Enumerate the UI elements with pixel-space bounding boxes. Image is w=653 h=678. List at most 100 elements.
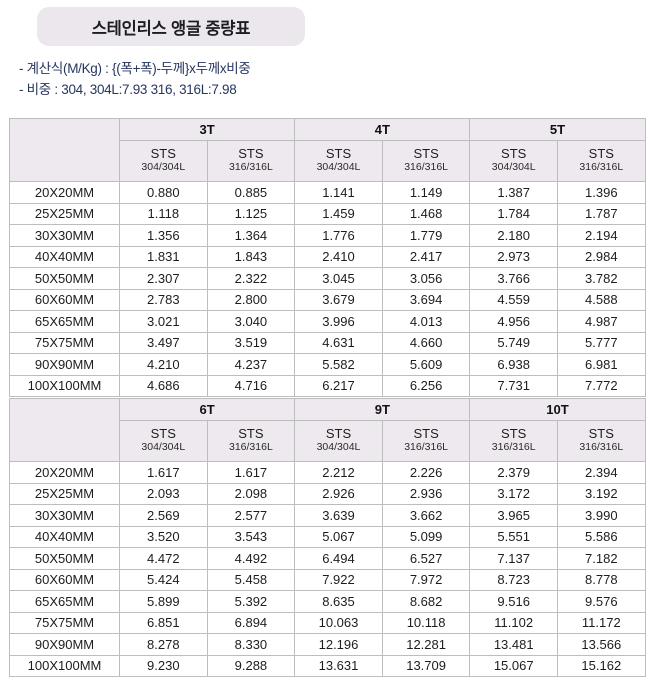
grade-col-5t-316: STS 316/316L [557, 140, 646, 182]
table-row: 100X100MM 9.230 9.288 13.631 13.709 15.067 15.… [9, 654, 646, 677]
weight-value-cell: 8.278 [119, 633, 208, 656]
weight-value-cell: 2.093 [119, 482, 208, 505]
page-title: 스테인리스 앵글 중량표 [91, 19, 251, 38]
thickness-group-10t: 10T [469, 398, 646, 421]
table-row: 30X30MM 1.356 1.364 1.776 1.779 2.180 2.194 [9, 224, 646, 247]
weight-value-cell: 2.212 [294, 461, 383, 484]
thickness-group-row: 6T 9T 10T [9, 398, 646, 462]
weight-value-cell: 5.458 [206, 568, 296, 591]
grade-col-10t-b: STS 316/316L [557, 420, 646, 462]
weight-value-cell: 2.180 [469, 224, 558, 247]
weight-value-cell: 1.468 [381, 202, 471, 225]
table-row: 20X20MM 0.880 0.885 1.141 1.149 1.387 1.396 [9, 181, 646, 204]
weight-value-cell: 3.021 [119, 310, 208, 333]
grade-main: STS [413, 426, 439, 441]
weight-value-cell: 1.784 [469, 202, 558, 225]
weight-value-cell: 7.731 [469, 374, 558, 397]
size-cell: 90X90MM [9, 633, 120, 656]
size-cell: 30X30MM [9, 504, 120, 527]
weight-value-cell: 13.709 [381, 654, 471, 677]
table-row: 90X90MM 8.278 8.330 12.196 12.281 13.481 13.56… [9, 633, 646, 656]
weight-value-cell: 2.226 [381, 461, 471, 484]
note-formula: - 계산식(M/Kg) : {(폭+폭)-두께}x두께x비중 [19, 61, 251, 76]
table-row: 100X100MM 4.686 4.716 6.217 6.256 7.731 7.772 [9, 374, 646, 397]
weight-value-cell: 10.063 [294, 611, 383, 634]
weight-value-cell: 9.288 [206, 654, 296, 677]
weight-value-cell: 6.217 [294, 374, 383, 397]
weight-value-cell: 4.237 [206, 353, 296, 376]
corner-cell [9, 398, 120, 462]
corner-cell [9, 118, 120, 182]
size-cell: 65X65MM [9, 590, 120, 613]
table-head: 3T 4T 5T STS 304/304L STS 316/316L STS [9, 118, 646, 182]
weight-value-cell: 3.662 [381, 504, 471, 527]
weight-value-cell: 5.424 [119, 568, 208, 591]
weight-value-cell: 2.783 [119, 288, 208, 311]
weight-value-cell: 1.396 [557, 181, 646, 204]
grade-sub: 316/316L [404, 161, 448, 173]
weight-value-cell: 1.387 [469, 181, 558, 204]
weight-value-cell: 4.472 [119, 547, 208, 570]
weight-value-cell: 1.364 [206, 224, 296, 247]
size-cell: 90X90MM [9, 353, 120, 376]
size-cell: 50X50MM [9, 547, 120, 570]
grade-sub: 316/316L [491, 441, 536, 453]
weight-value-cell: 4.716 [206, 374, 296, 397]
weight-value-cell: 1.149 [381, 181, 471, 204]
weight-value-cell: 4.987 [557, 310, 646, 333]
weight-value-cell: 4.686 [119, 374, 208, 397]
grade-col-3t-316: STS 316/316L [206, 140, 296, 182]
weight-value-cell: 3.639 [294, 504, 383, 527]
grade-sub: 304/304L [141, 161, 186, 173]
weight-value-cell: 7.972 [381, 568, 471, 591]
grade-sub: 316/316L [229, 441, 273, 453]
weight-value-cell: 8.778 [557, 568, 646, 591]
weight-value-cell: 13.631 [294, 654, 383, 677]
weight-value-cell: 3.694 [381, 288, 471, 311]
weight-value-cell: 2.307 [119, 267, 208, 290]
table-row: 65X65MM 5.899 5.392 8.635 8.682 9.516 9.576 [9, 590, 646, 613]
weight-value-cell: 2.322 [206, 267, 296, 290]
weight-value-cell: 2.577 [206, 504, 296, 527]
weight-value-cell: 1.459 [294, 202, 383, 225]
thickness-group-row: 3T 4T 5T [9, 118, 646, 182]
grade-main: STS [325, 146, 352, 161]
size-cell: 50X50MM [9, 267, 120, 290]
weight-value-cell: 4.631 [294, 331, 383, 354]
weight-value-cell: 5.099 [381, 525, 471, 548]
size-cell: 60X60MM [9, 568, 120, 591]
weight-value-cell: 1.787 [557, 202, 646, 225]
weight-value-cell: 2.800 [206, 288, 296, 311]
weight-value-cell: 6.256 [381, 374, 471, 397]
weight-value-cell: 4.013 [381, 310, 471, 333]
grade-sub: 304/304L [316, 161, 361, 173]
grade-col-3t-304: STS 304/304L [119, 140, 208, 182]
weight-value-cell: 9.576 [557, 590, 646, 613]
weight-value-cell: 3.172 [469, 482, 558, 505]
weight-value-cell: 3.782 [557, 267, 646, 290]
weight-value-cell: 7.182 [557, 547, 646, 570]
weight-value-cell: 2.379 [469, 461, 558, 484]
weight-value-cell: 1.118 [119, 202, 208, 225]
weight-value-cell: 2.569 [119, 504, 208, 527]
size-cell: 75X75MM [9, 611, 120, 634]
grade-sub: 316/316L [579, 161, 624, 173]
size-cell: 40X40MM [9, 525, 120, 548]
weight-value-cell: 5.067 [294, 525, 383, 548]
size-cell: 65X65MM [9, 310, 120, 333]
size-cell: 30X30MM [9, 224, 120, 247]
weight-value-cell: 15.162 [557, 654, 646, 677]
thickness-group-5t: 5T [469, 118, 646, 141]
grade-col-6t-304: STS 304/304L [119, 420, 208, 462]
weight-value-cell: 3.996 [294, 310, 383, 333]
grade-sub: 316/316L [579, 441, 624, 453]
note-density: - 비중 : 304, 304L:7.93 316, 316L:7.98 [19, 82, 237, 97]
weight-value-cell: 2.984 [557, 245, 646, 268]
weight-value-cell: 9.230 [119, 654, 208, 677]
weight-value-cell: 3.192 [557, 482, 646, 505]
grade-col-10t-a: STS 316/316L [469, 420, 558, 462]
thickness-group-4t: 4T [294, 118, 471, 141]
formula-notes: - 계산식(M/Kg) : {(폭+폭)-두께}x두께x비중 - 비중 : 30… [19, 58, 251, 100]
grade-sub: 304/304L [316, 441, 361, 453]
weight-value-cell: 3.543 [206, 525, 296, 548]
